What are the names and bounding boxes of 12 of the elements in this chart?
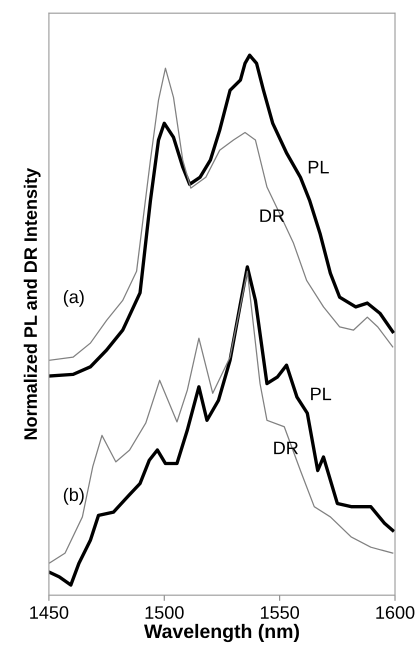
x-axis-title: Wavelength (nm) (144, 624, 299, 642)
series-label: DR (274, 442, 298, 454)
annotation: (a) (64, 290, 84, 307)
series-label: DR (260, 210, 284, 222)
y-axis-title: Normalized PL and DR Intensity (24, 168, 41, 440)
annotation: (b) (64, 488, 84, 505)
x-tick-label: 1450 (30, 606, 68, 619)
x-tick-label: 1600 (376, 606, 414, 619)
series-label: PL (308, 160, 329, 174)
x-tick-label: 1550 (260, 606, 300, 619)
series-label: PL (311, 388, 332, 400)
x-tick-label: 1500 (146, 606, 184, 619)
